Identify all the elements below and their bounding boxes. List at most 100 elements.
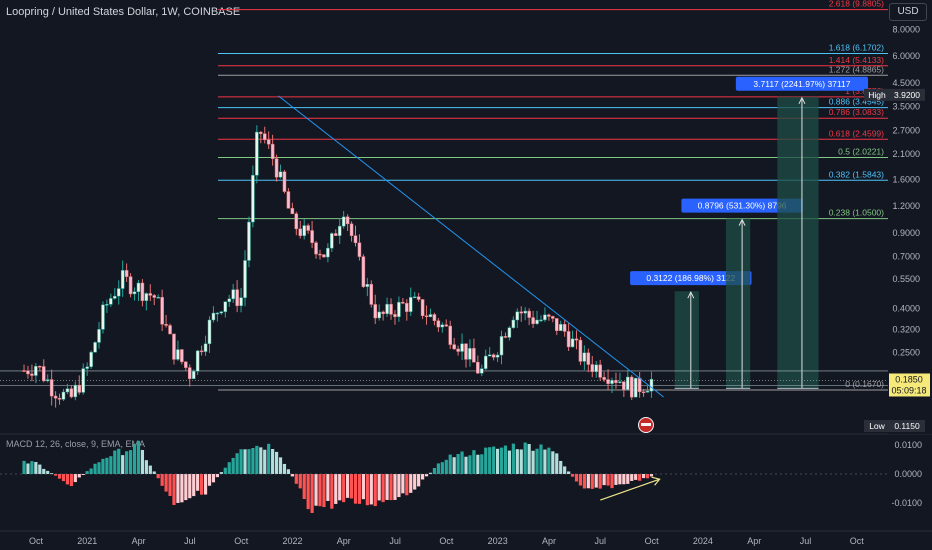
macd-bar	[219, 472, 223, 474]
candle-body	[491, 354, 496, 358]
candle-body	[77, 384, 82, 393]
candle-body	[562, 324, 567, 332]
candle-body	[132, 291, 137, 295]
low-value: 0.1150	[894, 421, 920, 431]
macd-bar	[152, 471, 156, 474]
macd-bar	[215, 474, 219, 478]
fib-level-label: 2.618 (9.8805)	[829, 0, 884, 9]
candle-body	[444, 324, 449, 327]
candle-body	[124, 270, 129, 277]
macd-bar	[495, 448, 500, 474]
macd-bar	[286, 469, 291, 474]
macd-bar	[235, 453, 239, 474]
macd-bar	[346, 474, 350, 498]
currency-button[interactable]: USD	[889, 3, 927, 21]
macd-bar	[22, 460, 26, 474]
candle-body	[452, 344, 456, 350]
macd-bar	[310, 474, 314, 513]
macd-bar	[610, 474, 614, 489]
low-value-tag	[889, 420, 925, 432]
candle-body	[503, 336, 508, 338]
macd-bar	[184, 474, 188, 501]
candle-body	[409, 297, 413, 312]
macd-bar	[125, 451, 129, 474]
candle-body	[610, 380, 614, 384]
candle-body	[456, 348, 460, 352]
candle-body	[302, 225, 306, 236]
macd-bar	[85, 471, 89, 474]
macd-bar	[626, 474, 630, 484]
us-flag-icon[interactable]	[638, 417, 654, 433]
candle-body	[73, 384, 78, 398]
macd-bar	[531, 450, 535, 474]
macd-bar	[614, 474, 618, 485]
macd-bar	[247, 449, 251, 474]
macd-bar	[618, 474, 622, 485]
fib-level-label: 0.786 (3.0833)	[829, 107, 884, 117]
candle-body	[401, 301, 405, 304]
projection-box	[674, 291, 699, 389]
countdown: 05:09:18	[891, 385, 926, 395]
macd-bar	[582, 474, 586, 489]
candle-body	[337, 225, 342, 236]
price-tick-label: 0.9000	[892, 228, 920, 238]
macd-bar	[361, 474, 365, 500]
candle-body	[412, 296, 417, 298]
candle-body	[294, 213, 299, 230]
macd-bar	[50, 473, 54, 475]
candle-body	[184, 361, 188, 368]
macd-bar	[649, 474, 654, 477]
candle-body	[49, 379, 54, 397]
macd-bar	[385, 474, 389, 500]
macd-bar	[436, 463, 440, 474]
macd-bar	[594, 474, 598, 488]
macd-bar	[397, 474, 401, 498]
macd-bar	[227, 462, 231, 474]
macd-bar	[523, 442, 527, 474]
candle-body	[385, 303, 389, 314]
macd-bar	[420, 474, 425, 480]
macd-bar	[511, 443, 515, 474]
fib-level-label: 0.5 (2.0221)	[838, 147, 884, 157]
macd-bar	[81, 474, 85, 475]
projection-label: 0.3122 (186.98%) 3122	[646, 273, 735, 283]
candle-body	[645, 390, 650, 393]
candle-body	[487, 354, 492, 357]
macd-bar	[365, 474, 369, 506]
high-value-tag	[889, 88, 925, 101]
macd-bar	[606, 474, 610, 486]
time-tick-label: 2022	[282, 536, 302, 546]
candle-body	[345, 216, 350, 225]
macd-trend-arrow	[600, 478, 660, 501]
candle-body	[164, 324, 168, 326]
projection-box	[777, 96, 819, 389]
candle-body	[306, 225, 310, 231]
candle-body	[377, 311, 381, 319]
fib-level-label: 0.382 (1.5843)	[829, 169, 884, 179]
macd-bar	[503, 445, 508, 474]
candle-body	[440, 324, 445, 328]
candle-body	[180, 349, 184, 363]
macd-bar	[428, 472, 433, 474]
macd-bar	[156, 474, 160, 479]
price-tick-label: 6.0000	[892, 51, 920, 61]
candle-body	[69, 388, 74, 398]
last-price: 0.1850	[895, 374, 923, 384]
candle-body	[626, 376, 630, 390]
candle-body	[614, 380, 618, 383]
candle-body	[203, 343, 208, 352]
candle-body	[397, 301, 401, 317]
candle-body	[290, 208, 295, 215]
time-tick-label: Oct	[850, 536, 865, 546]
candle-body	[539, 319, 543, 322]
fib-level-label: 1.414 (5.4133)	[829, 55, 884, 65]
macd-bar	[638, 474, 642, 481]
time-tick-label: Apr	[337, 536, 351, 546]
macd-bar	[314, 474, 318, 506]
candle-body	[330, 233, 334, 249]
candle-body	[527, 310, 531, 318]
chart-title: Loopring / United States Dollar, 1W, COI…	[6, 6, 241, 18]
candle-body	[523, 310, 527, 314]
macd-bar	[26, 463, 30, 474]
